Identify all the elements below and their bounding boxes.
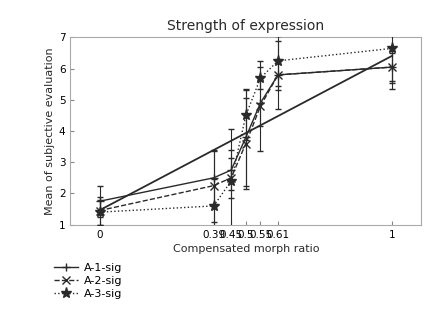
Title: Strength of expression: Strength of expression bbox=[167, 19, 324, 33]
X-axis label: Compensated morph ratio: Compensated morph ratio bbox=[172, 244, 318, 254]
Y-axis label: Mean of subjective evaluation: Mean of subjective evaluation bbox=[45, 47, 54, 215]
Legend: A-1-sig, A-2-sig, A-3-sig: A-1-sig, A-2-sig, A-3-sig bbox=[49, 259, 127, 303]
